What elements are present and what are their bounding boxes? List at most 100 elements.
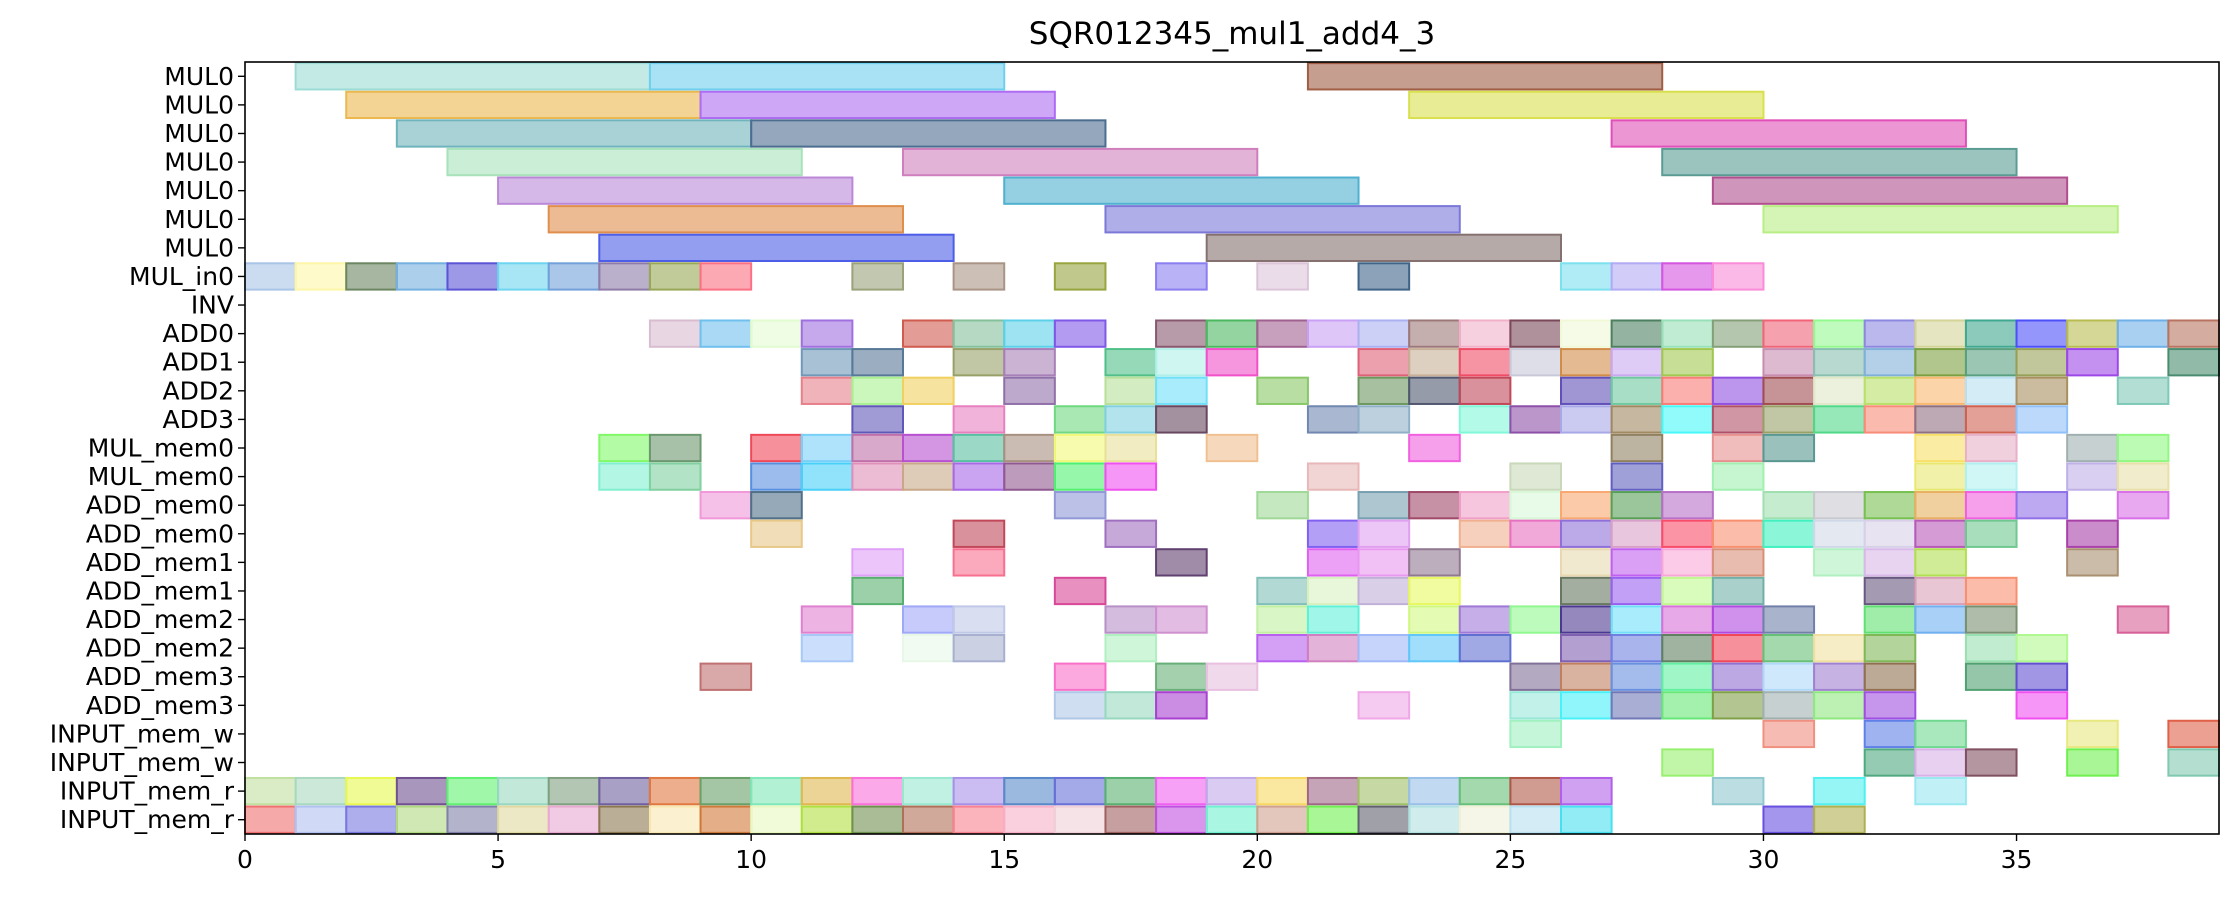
task-bar [1762,633,1816,663]
task-bar [902,462,955,491]
task-bar [1863,348,1917,377]
task-bar [1357,319,1411,348]
task-bar [1458,519,1512,548]
task-bar [1914,776,1967,806]
task-bar [1762,405,1816,434]
task-bar [1357,348,1411,377]
task-bar [294,805,348,834]
task-bar [1509,805,1563,834]
task-bar [1560,519,1613,548]
task-bar [1104,605,1158,634]
task-bar [902,147,1259,177]
task-bar [1813,548,1866,577]
task-bar [1914,433,1967,463]
task-bar [1053,262,1107,291]
task-bar [598,462,651,491]
task-bar [1762,433,1816,463]
task-bar [1711,662,1765,691]
row-label: MUL0 [164,62,234,91]
task-bar [1357,376,1411,405]
task-bar [395,262,449,291]
task-bar [2015,319,2069,348]
task-bar [1863,319,1917,348]
task-bar [1205,776,1259,806]
task-bar [1408,633,1461,663]
row-label: MUL0 [164,205,234,234]
task-bar [547,805,601,834]
task-bar [547,262,601,291]
x-tick-label: 20 [1241,845,1273,874]
task-bar [1560,262,1613,291]
task-bar [1762,348,1816,377]
task-bar [1914,319,1967,348]
task-bar [1964,462,2018,491]
task-bar [1306,548,1360,577]
row-label: INPUT_mem_w [50,748,234,777]
task-bar [1711,405,1765,434]
task-bar [1104,376,1158,405]
task-bar [1509,719,1563,749]
task-bar [1357,405,1411,434]
task-bar [244,262,297,291]
task-bar [2116,605,2170,634]
task-bar [2066,519,2119,548]
task-bar [395,805,449,834]
task-bar [1762,376,1816,405]
task-bar [1964,662,2018,691]
task-bar [1155,548,1208,577]
task-bar [1357,691,1411,720]
task-bar [1357,805,1411,834]
task-bar [1104,776,1158,806]
task-bar [1813,691,1866,720]
task-bar [1813,319,1866,348]
task-bar [1408,90,1765,120]
task-bar [1306,576,1360,606]
task-bar [1408,319,1461,348]
task-bar [1458,776,1512,806]
task-bar [1711,433,1765,463]
task-bar [1762,205,2119,234]
task-bar [446,776,500,806]
task-bar [851,462,905,491]
task-bar [2116,433,2170,463]
task-bar [294,62,651,91]
task-bar [1053,576,1107,606]
task-bar [1306,62,1664,91]
task-bar [1711,605,1765,634]
task-bar [1458,491,1512,520]
task-bar [750,319,803,348]
task-bar [1711,262,1765,291]
row-label: ADD_mem3 [86,691,234,720]
task-bar [1408,348,1461,377]
task-bar [2167,748,2220,777]
task-bar [1560,548,1613,577]
task-bar [1306,776,1360,806]
task-bar [1053,776,1107,806]
task-bar [1661,748,1714,777]
row-label: ADD_mem2 [86,605,234,634]
task-bar [2066,462,2119,491]
task-bar [1863,748,1917,777]
task-bar [1053,662,1107,691]
task-bar [1357,633,1411,663]
task-bar [1104,348,1158,377]
task-bar [1458,348,1512,377]
task-bar [851,805,905,834]
task-bar [1863,519,1917,548]
task-bar [1964,376,2018,405]
task-bar [2066,433,2119,463]
task-bar [952,348,1006,377]
row-label: ADD_mem1 [86,576,234,605]
task-bar [1813,519,1866,548]
chart-title: SQR012345_mul1_add4_3 [1029,16,1435,52]
task-bar [1813,776,1866,806]
task-bars [244,62,2220,834]
task-bar [2066,748,2119,777]
task-bar [1003,805,1056,834]
task-bar [699,662,753,691]
task-bar [1964,605,2018,634]
task-bar [2066,548,2119,577]
task-bar [1661,319,1714,348]
task-bar [1661,519,1714,548]
task-bar [1610,319,1664,348]
